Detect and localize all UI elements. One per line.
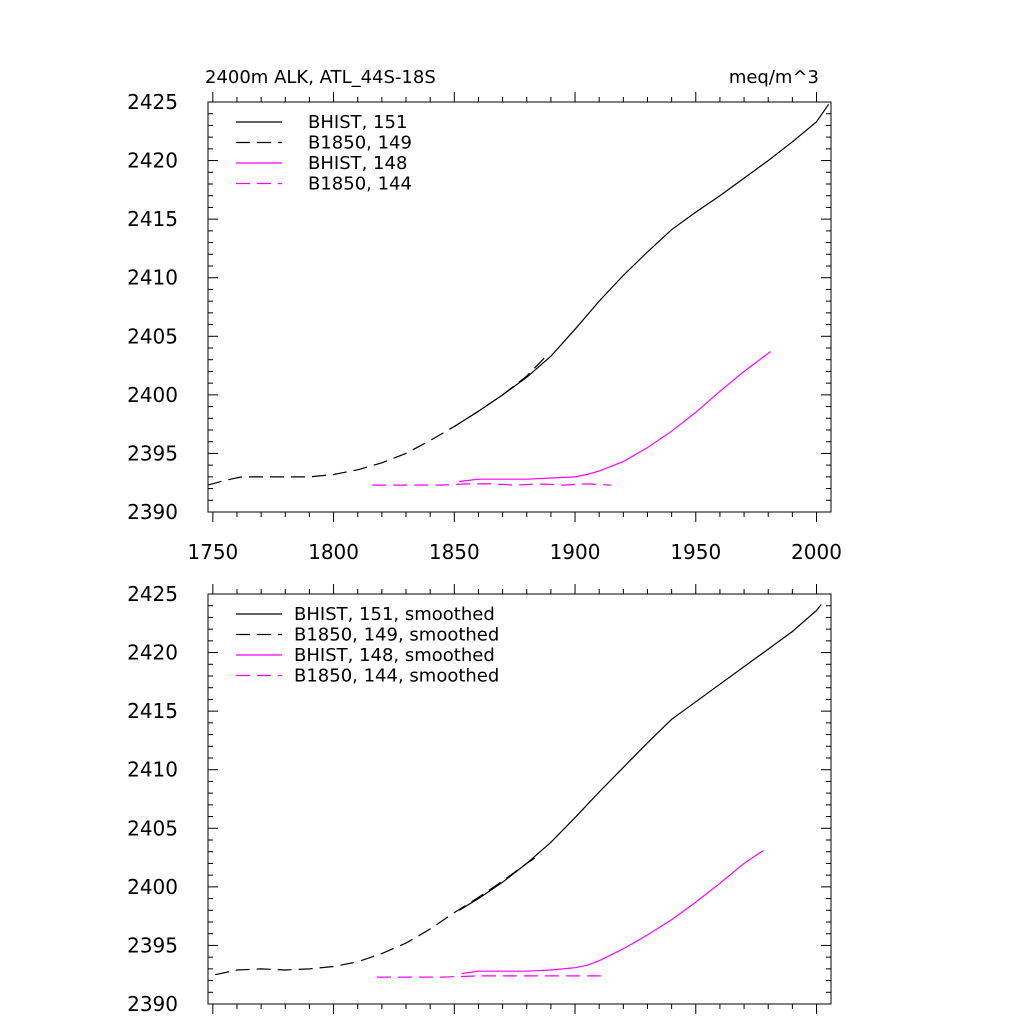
y-tick-label: 2395	[127, 441, 178, 465]
y-tick-label: 2420	[127, 149, 178, 173]
chart-title: 2400m ALK, ATL_44S-18S	[205, 67, 436, 88]
units-label: meq/m^3	[729, 67, 819, 88]
series-line-2	[207, 353, 549, 486]
x-tick-label: 1900	[550, 540, 601, 564]
series-line-4	[372, 483, 612, 486]
legend-label-2: B1850, 149	[308, 133, 412, 154]
y-tick-label: 2425	[127, 582, 178, 606]
y-tick-label: 2405	[127, 324, 178, 348]
legend-label-4: B1850, 144, smoothed	[294, 666, 499, 687]
series-line-3	[459, 351, 771, 483]
x-tick-label: 1800	[308, 540, 359, 564]
x-tick-label: 1850	[429, 540, 480, 564]
y-tick-label: 2420	[127, 641, 178, 665]
y-tick-label: 2400	[127, 875, 178, 899]
x-tick-label: 1750	[187, 540, 238, 564]
y-tick-label: 2410	[127, 266, 178, 290]
panel-raw: 2390 2395 2400 2405 2410 2415 2420 2425 1750 1800…	[127, 90, 842, 564]
panel-smoothed: 2390 2395 2400 2405 2410 2415 2420 2425 BHIST, 1…	[127, 582, 832, 1016]
y-tick-label: 2415	[127, 207, 178, 231]
legend-label-1: BHIST, 151, smoothed	[294, 604, 495, 625]
legend-label-1: BHIST, 151	[308, 112, 407, 133]
series-line-3	[461, 850, 764, 975]
y-tick-label: 2390	[127, 500, 178, 524]
series-line-1	[458, 604, 822, 911]
y-tick-label: 2410	[127, 758, 178, 782]
series-line-2	[215, 853, 542, 976]
plot-frame	[207, 101, 832, 513]
legend-label-4: B1850, 144	[308, 174, 412, 195]
legend-label-3: BHIST, 148	[308, 153, 407, 174]
y-tick-label: 2425	[127, 90, 178, 114]
y-tick-label: 2400	[127, 383, 178, 407]
y-tick-label: 2395	[127, 933, 178, 957]
plot-frame	[207, 593, 832, 1005]
y-tick-label: 2415	[127, 699, 178, 723]
series-line-4	[377, 975, 607, 978]
series-line-1	[453, 103, 830, 428]
legend-label-3: BHIST, 148, smoothed	[294, 645, 495, 666]
y-tick-label: 2390	[127, 992, 178, 1016]
legend-label-2: B1850, 149, smoothed	[294, 625, 499, 646]
x-tick-label: 2000	[791, 540, 842, 564]
y-tick-label: 2405	[127, 816, 178, 840]
x-tick-label: 1950	[670, 540, 721, 564]
